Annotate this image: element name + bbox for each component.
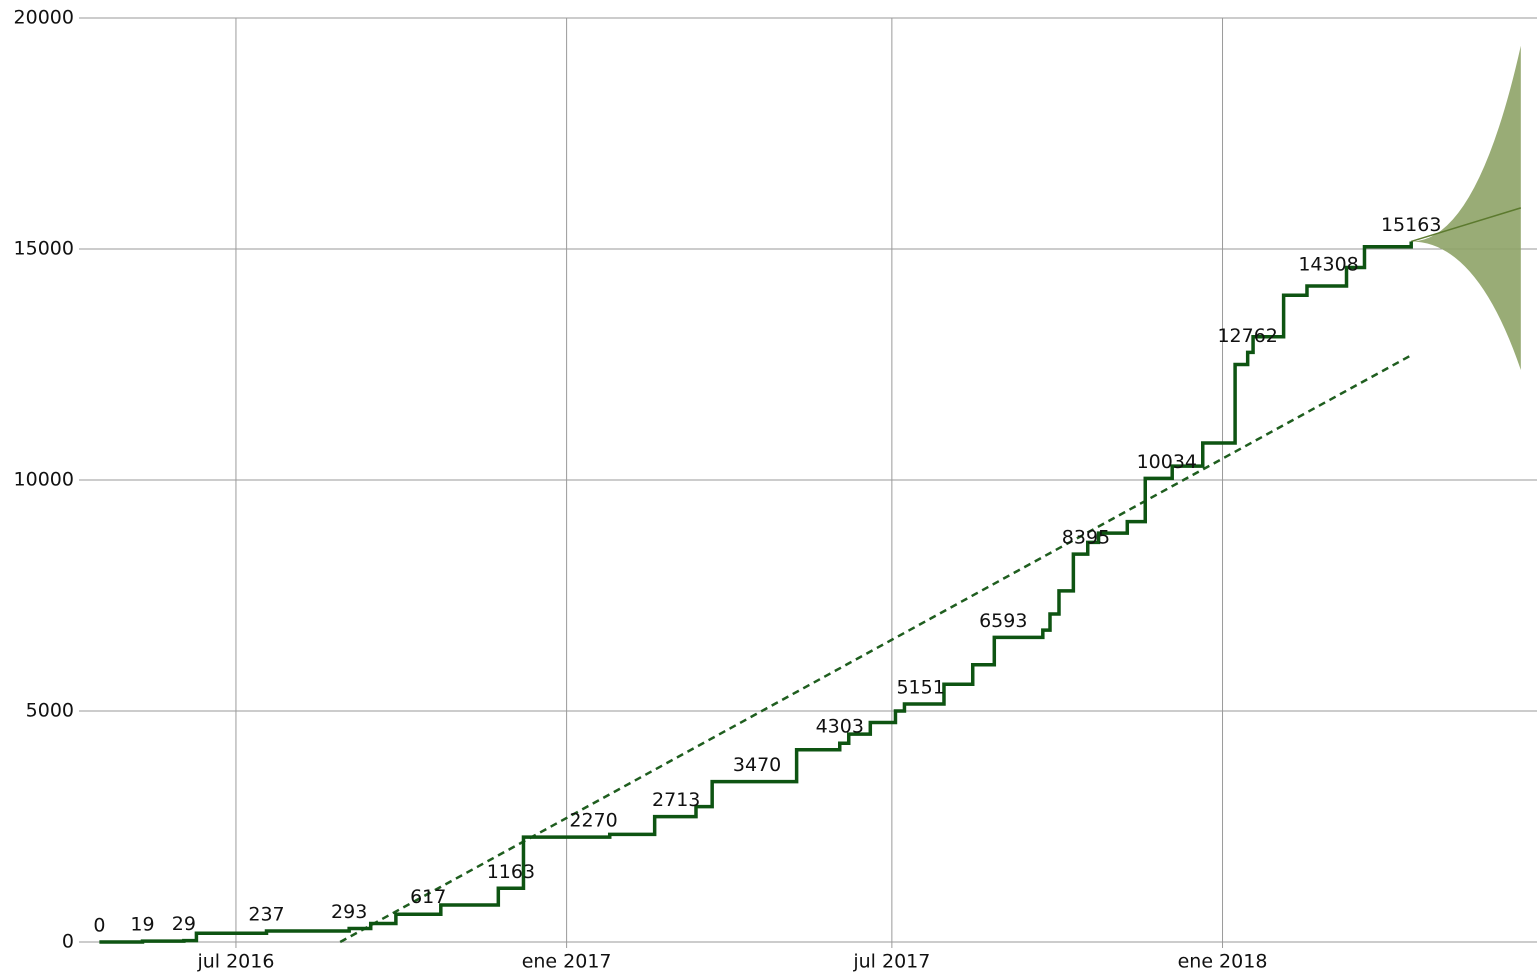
y-tick-label: 0 xyxy=(62,931,74,953)
annotation: 6593 xyxy=(979,610,1027,632)
annotation: 2713 xyxy=(652,789,700,811)
x-tick-label: jul 2016 xyxy=(196,951,274,973)
annotation: 293 xyxy=(331,901,367,923)
forecast-band xyxy=(1411,45,1521,371)
annotation: 0 xyxy=(93,915,105,937)
annotation: 8395 xyxy=(1062,527,1110,549)
annotation: 5151 xyxy=(896,677,944,699)
annotation: 3470 xyxy=(733,754,781,776)
annotation: 1163 xyxy=(487,861,535,883)
annotation: 15163 xyxy=(1381,214,1441,236)
y-tick-label: 20000 xyxy=(14,7,74,29)
y-tick-label: 10000 xyxy=(14,469,74,491)
y-tick-label: 5000 xyxy=(26,700,74,722)
annotation: 10034 xyxy=(1137,451,1197,473)
forecast-line xyxy=(1410,207,1522,243)
annotation: 2270 xyxy=(569,810,617,832)
annotation: 237 xyxy=(248,904,284,926)
annotation: 19 xyxy=(130,914,154,936)
annotation: 617 xyxy=(410,886,446,908)
annotation: 14308 xyxy=(1298,253,1358,275)
trend-line xyxy=(339,354,1412,944)
annotation: 29 xyxy=(172,913,196,935)
annotation: 12762 xyxy=(1217,325,1277,347)
y-tick-label: 15000 xyxy=(14,238,74,260)
annotation: 4303 xyxy=(816,716,864,738)
x-tick-label: jul 2017 xyxy=(852,951,930,973)
x-tick-label: ene 2017 xyxy=(522,951,612,973)
x-tick-label: ene 2018 xyxy=(1178,951,1268,973)
step-line xyxy=(99,241,1413,944)
